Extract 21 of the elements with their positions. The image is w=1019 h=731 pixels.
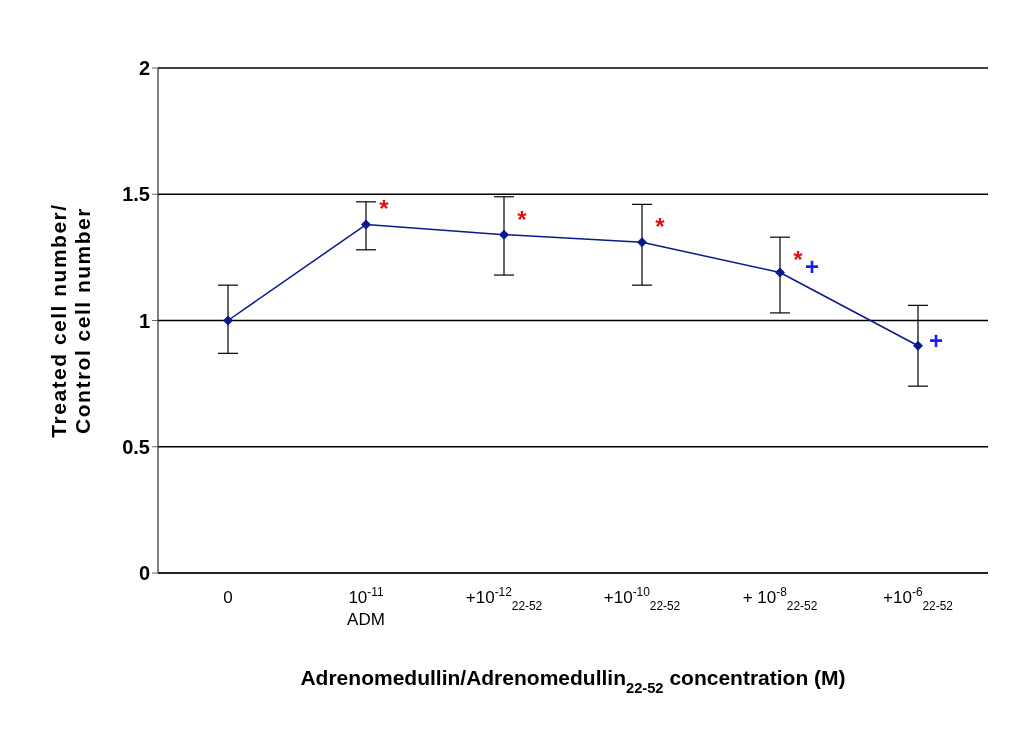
point [637, 237, 647, 248]
annotation: * [793, 245, 804, 273]
y-tick-label: 2 [138, 57, 150, 80]
y-tick-label: 1 [138, 309, 150, 332]
annotation: * [517, 205, 528, 233]
point [775, 267, 785, 278]
point [223, 315, 233, 326]
annotation: + [928, 326, 944, 354]
x-tick-label: 10$^{-11}$ ADM [347, 585, 385, 629]
annotation: + [804, 253, 820, 281]
annotation: * [379, 195, 390, 223]
y-axis-title: Treated cell number/Control cell number [47, 203, 94, 438]
y-tick-label: 0.5 [122, 435, 150, 458]
x-tick-label: 0 [223, 588, 233, 607]
y-tick-label: 1.5 [122, 183, 150, 206]
annotation: * [655, 213, 666, 241]
point [913, 340, 923, 351]
y-tick-label: 0 [138, 562, 150, 585]
point [499, 229, 509, 240]
point [361, 219, 371, 230]
x-axis-title: Adrenomedullin/Adrenomedullin$_{22-52}$ concentration (M) [300, 666, 846, 696]
